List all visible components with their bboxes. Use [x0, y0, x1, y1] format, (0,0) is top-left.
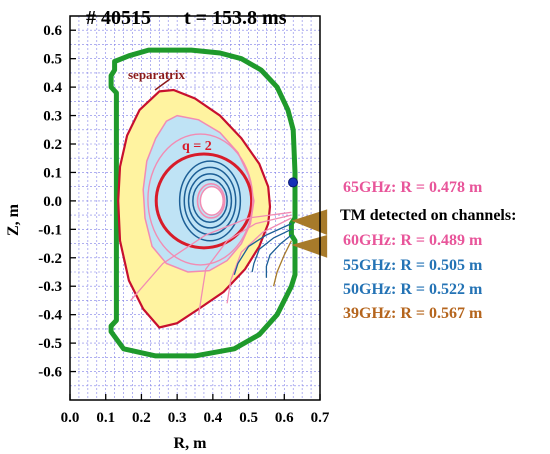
y-tick-label: -0.1	[38, 222, 62, 238]
antenna-upper	[291, 209, 328, 236]
inner-flux-surface	[178, 160, 242, 242]
y-tick-label: -0.5	[38, 336, 62, 352]
x-tick-label: 0.3	[168, 410, 187, 426]
y-tick-label: 0.3	[43, 109, 62, 125]
plot-border	[69, 15, 321, 401]
legend: 65GHz: R = 0.478 m TM detected on channe…	[340, 179, 516, 322]
x-tick-label: 0.7	[311, 410, 330, 426]
pink-flux-surface	[147, 133, 254, 266]
y-tick-label: -0.2	[38, 251, 62, 267]
y-tick-label: 0.4	[43, 80, 62, 96]
legend-entry-39ghz: 39GHz: R = 0.567 m	[343, 305, 483, 322]
legend-entry-50ghz: 50GHz: R = 0.522 m	[343, 281, 483, 298]
inner-pink-surface	[196, 183, 226, 219]
x-tick-label: 0.6	[275, 410, 294, 426]
y-tick-label: 0.5	[43, 52, 62, 68]
ece-beam-line	[251, 228, 292, 273]
y-tick-label: -0.3	[38, 279, 62, 295]
x-tick-labels: 0.0 0.1 0.2 0.3 0.4 0.5 0.6 0.7	[61, 410, 330, 426]
inner-flux-surface	[192, 178, 228, 223]
x-tick-label: 0.0	[61, 410, 80, 426]
probe-point	[288, 177, 299, 188]
ece-beams	[130, 211, 292, 315]
legend-entry-65ghz: 65GHz: R = 0.478 m	[343, 179, 483, 196]
magnetic-axis-region	[199, 185, 224, 216]
time-title: t = 153.8 ms	[184, 7, 287, 29]
q2-flux-surface	[154, 152, 254, 250]
x-tick-label: 0.4	[203, 410, 222, 426]
ece-beam-line	[272, 240, 292, 287]
separatrix-pointer	[154, 78, 171, 91]
legend-entry-60ghz: 60GHz: R = 0.489 m	[343, 232, 483, 249]
x-axis-label: R, m	[174, 435, 208, 452]
ece-beam-line	[265, 234, 292, 278]
inner-flux-surface	[183, 166, 237, 236]
ece-beam-line	[130, 211, 292, 301]
y-tick-label: -0.4	[38, 308, 62, 324]
q2-label: q = 2	[182, 139, 212, 154]
axis-frame	[69, 15, 321, 401]
x-tick-label: 0.5	[239, 410, 258, 426]
y-tick-label: 0.1	[43, 165, 62, 181]
y-tick-labels: 0.6 0.5 0.4 0.3 0.2 0.1 0.0 -0.1 -0.2 -0.3 -0.4 -0.…	[38, 23, 62, 380]
separatrix-label: separatrix	[128, 67, 186, 82]
x-tick-label: 0.1	[96, 410, 115, 426]
inner-flux-surface	[187, 173, 233, 229]
legend-header: TM detected on channels:	[340, 207, 516, 224]
vacuum-vessel-wall	[108, 47, 298, 359]
y-tick-label: 0.6	[43, 23, 62, 39]
ece-beam-line	[226, 217, 292, 304]
y-tick-label: 0.0	[43, 194, 62, 210]
y-axis-label: Z, m	[5, 203, 22, 236]
y-tick-label: 0.2	[43, 137, 62, 153]
antenna-lower	[291, 235, 328, 258]
shot-number-title: # 40515	[86, 7, 151, 29]
x-tick-label: 0.2	[132, 410, 151, 426]
y-tick-label: -0.6	[38, 365, 62, 381]
inner-flux-surfaces	[147, 133, 254, 266]
ece-beam-line	[197, 214, 292, 315]
ece-beam-line	[233, 223, 292, 275]
legend-entry-55ghz: 55GHz: R = 0.505 m	[343, 257, 483, 274]
